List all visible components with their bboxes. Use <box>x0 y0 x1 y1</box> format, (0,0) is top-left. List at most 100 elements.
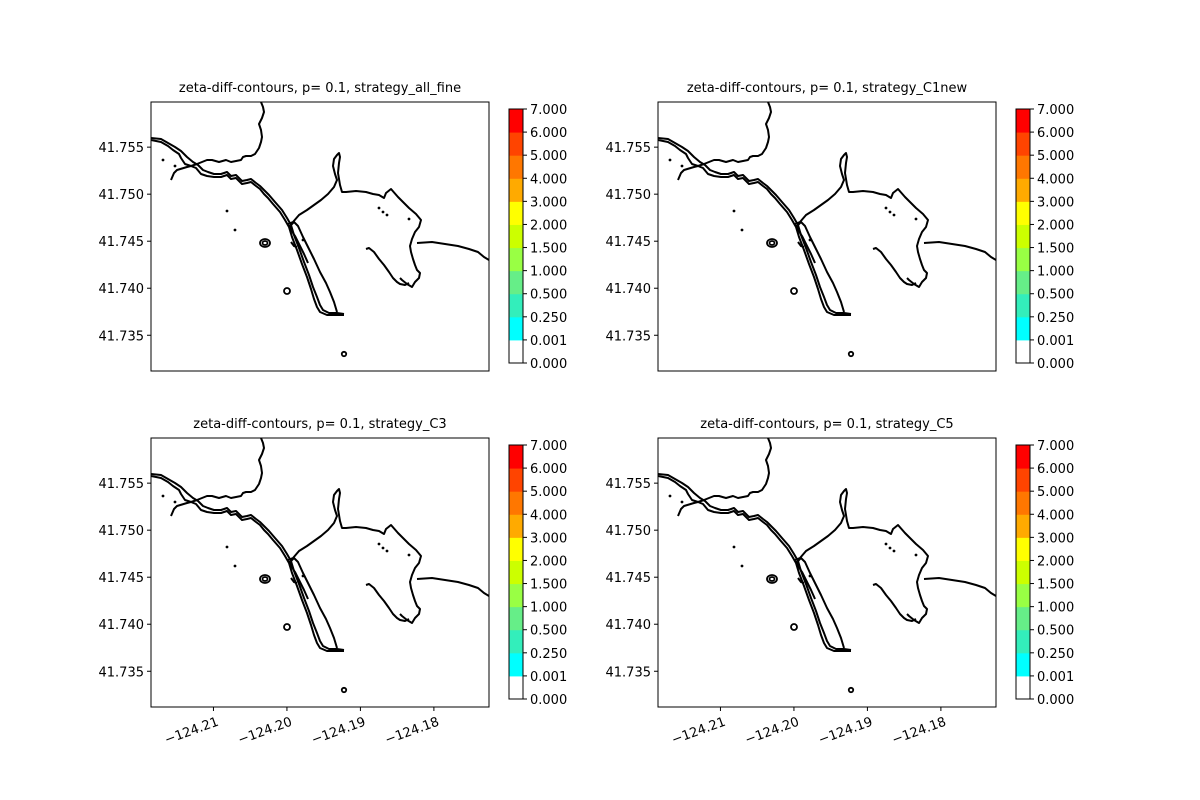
colorbar-tick-label: 1.500 <box>530 242 567 257</box>
colorbar-segment <box>1016 293 1030 318</box>
axes-frame <box>657 437 997 708</box>
colorbar-segment <box>509 247 523 272</box>
coastline-contours <box>151 438 489 694</box>
colorbar-tick-label: 7.000 <box>1037 103 1074 118</box>
y-tick-label: 41.745 <box>606 235 652 250</box>
x-tick-label: −124.20 <box>743 715 801 748</box>
coastline-contour <box>797 577 805 584</box>
colorbar-segment <box>509 132 523 156</box>
coastline-contour <box>287 152 422 288</box>
colorbar-segment <box>509 201 523 225</box>
colorbar-segment <box>1016 224 1030 249</box>
coastline-contour <box>797 241 805 248</box>
small-contour <box>680 500 684 504</box>
coastline-contour <box>416 241 489 261</box>
coastline-contour <box>287 488 422 624</box>
y-tick-label: 41.740 <box>99 618 145 633</box>
coastline-contour <box>170 102 265 181</box>
coastline-contour <box>151 473 345 651</box>
coastline-contour <box>658 473 852 651</box>
y-tick-label: 41.750 <box>99 524 145 539</box>
panel-4: zeta-diff-contours, p= 0.1, strategy_C5 4… <box>606 417 1075 748</box>
colorbar: 0.000 0.001 0.250 0.500 1.000 1.500 2.000 3.000… <box>508 439 567 708</box>
colorbar-tick-label: 4.000 <box>530 172 567 187</box>
colorbar-tick-label: 2.000 <box>530 554 567 569</box>
colorbar: 0.000 0.001 0.250 0.500 1.000 1.500 2.000 3.000… <box>1015 439 1074 708</box>
colorbar-segment <box>509 339 523 364</box>
small-contour <box>808 574 812 578</box>
colorbar-segment <box>1016 270 1030 295</box>
colorbar-tick-label: 3.000 <box>1037 195 1074 210</box>
y-tick-label: 41.735 <box>606 329 652 344</box>
island-contour <box>259 238 271 248</box>
small-contour <box>161 494 165 498</box>
colorbar-tick-label: 5.000 <box>530 485 567 500</box>
colorbar-tick-label: 6.000 <box>1037 462 1074 477</box>
panel-2: zeta-diff-contours, p= 0.1, strategy_C1n… <box>606 81 1075 372</box>
colorbar-tick-label: 0.000 <box>1037 357 1074 372</box>
coastline-contour <box>290 221 338 313</box>
coastline-contour <box>794 152 929 288</box>
small-contour <box>732 545 736 549</box>
colorbar-tick-label: 0.250 <box>530 647 567 662</box>
coastline-contour <box>677 438 772 517</box>
small-contour <box>668 494 672 498</box>
coastline-contour <box>658 139 851 316</box>
colorbar-segment <box>1016 178 1030 202</box>
colorbar-tick-label: 0.500 <box>1037 288 1074 303</box>
y-tick-label: 41.740 <box>99 282 145 297</box>
y-tick-label: 41.745 <box>606 571 652 586</box>
y-tick-label: 41.735 <box>99 329 145 344</box>
colorbar-tick-label: 0.500 <box>530 288 567 303</box>
small-contour <box>740 228 744 232</box>
colorbar-segment <box>1016 339 1030 364</box>
colorbar-segment <box>1016 491 1030 515</box>
coastline-contour <box>151 137 345 315</box>
small-contour <box>808 238 812 242</box>
coastline-contour <box>872 583 917 622</box>
colorbar-segment <box>1016 675 1030 700</box>
coastline-contour <box>170 438 265 517</box>
x-tick-label: −124.21 <box>163 715 221 748</box>
panel-title: zeta-diff-contours, p= 0.1, strategy_C1n… <box>687 81 968 96</box>
colorbar-frame <box>508 108 524 364</box>
colorbar-tick-label: 2.000 <box>1037 218 1074 233</box>
coastline-contour <box>365 583 410 622</box>
coastline-contour <box>290 241 298 248</box>
x-tick-label: −124.20 <box>236 715 294 748</box>
colorbar-tick-label: 1.500 <box>530 578 567 593</box>
colorbar-tick-label: 2.000 <box>1037 554 1074 569</box>
colorbar-segment <box>1016 132 1030 156</box>
colorbar-tick-label: 2.000 <box>530 218 567 233</box>
colorbar-segment <box>1016 445 1030 469</box>
colorbar-segment <box>509 629 523 654</box>
colorbar-segment <box>1016 201 1030 225</box>
colorbar-tick-label: 0.000 <box>530 693 567 708</box>
small-contour <box>233 564 237 568</box>
colorbar-segment <box>1016 537 1030 561</box>
colorbar-tick-label: 3.000 <box>530 531 567 546</box>
colorbar-tick-label: 7.000 <box>1037 439 1074 454</box>
colorbar-segment <box>509 560 523 585</box>
y-tick-label: 41.750 <box>99 188 145 203</box>
colorbar-frame <box>1015 444 1031 700</box>
small-contour <box>225 209 229 213</box>
island-contour <box>847 686 855 694</box>
coastline-contour <box>794 488 929 624</box>
panel-title: zeta-diff-contours, p= 0.1, strategy_all… <box>179 81 461 96</box>
coastline-contour <box>923 241 996 261</box>
small-contour <box>884 542 888 546</box>
small-contour <box>884 206 888 210</box>
panel-title: zeta-diff-contours, p= 0.1, strategy_C5 <box>700 417 953 432</box>
colorbar-segment <box>509 491 523 515</box>
colorbar-segment <box>1016 109 1030 133</box>
small-contour <box>407 553 411 557</box>
colorbar-tick-label: 6.000 <box>530 126 567 141</box>
small-contour <box>888 546 892 550</box>
small-contour <box>173 500 177 504</box>
colorbar-segment <box>1016 155 1030 179</box>
small-contour <box>225 545 229 549</box>
small-contour <box>888 210 892 214</box>
colorbar-segment <box>509 155 523 179</box>
island-contour <box>768 576 776 582</box>
